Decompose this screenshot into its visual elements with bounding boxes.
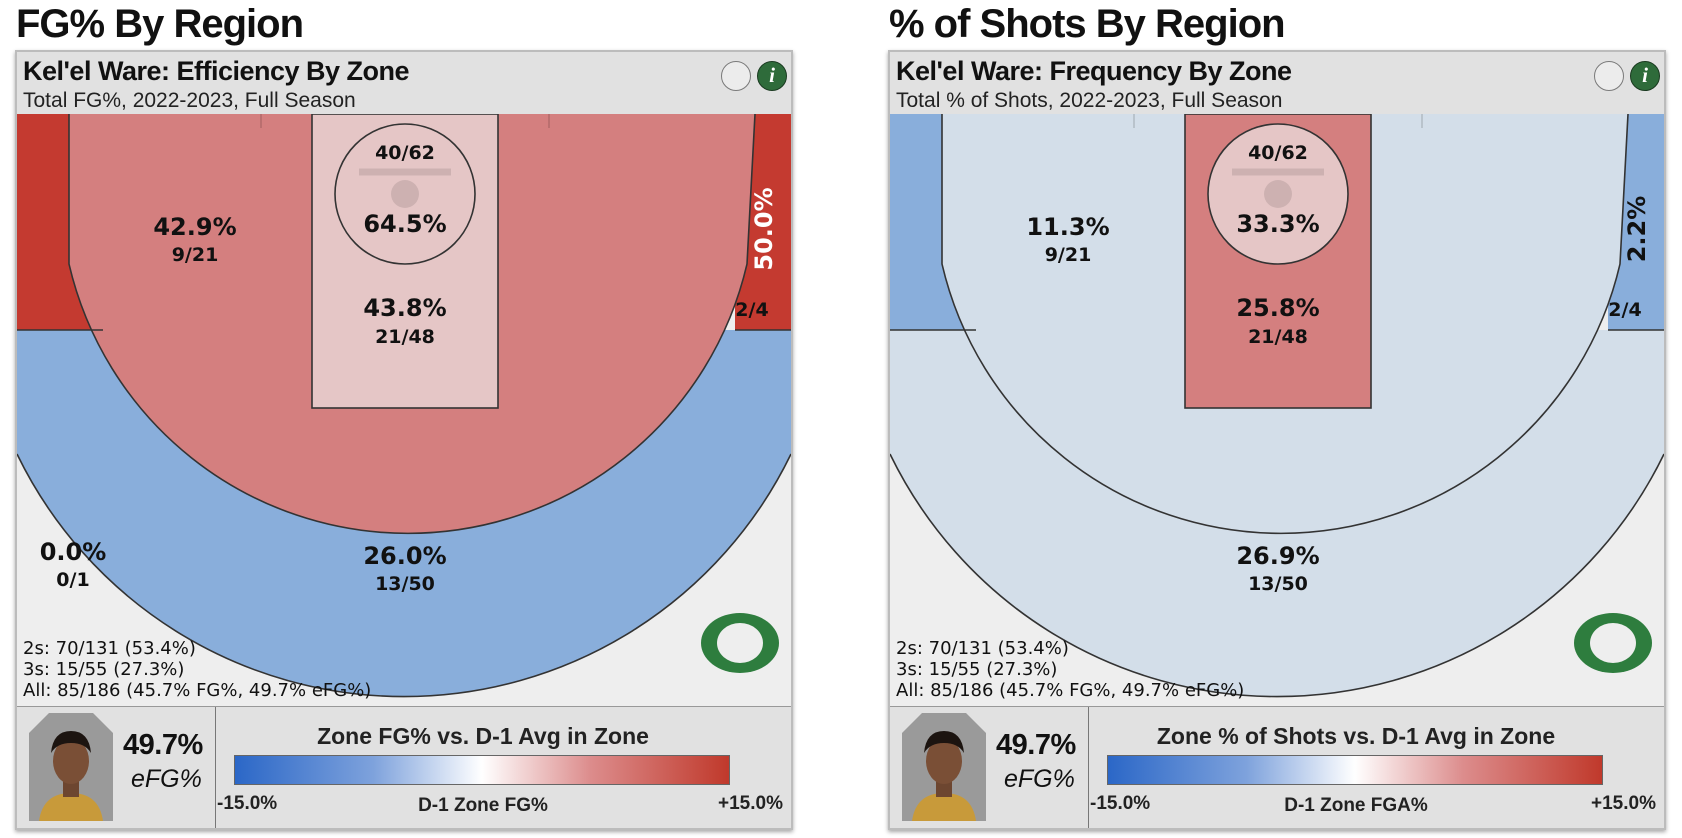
label-three-arc-count: 13/50: [1248, 573, 1308, 595]
efg-label: eFG%: [1004, 765, 1075, 793]
oregon-logo: [701, 613, 779, 673]
hoop-mark: [1264, 180, 1292, 208]
oregon-logo: [1574, 613, 1652, 673]
info-icon[interactable]: i: [757, 61, 787, 91]
heading-shots-by-region: % of Shots By Region: [889, 2, 1286, 46]
label-rim-pct: 33.3%: [1236, 210, 1319, 238]
legend-mid: D-1 Zone FG%: [418, 795, 548, 816]
label-paint-pct: 43.8%: [363, 294, 446, 322]
summary-all: All: 85/186 (45.7% FG%, 49.7% eFG%): [23, 680, 372, 701]
label-three-arc-pct: 26.0%: [363, 542, 446, 570]
court-line: [1207, 123, 1349, 265]
label-rim-count: 40/62: [1248, 142, 1308, 164]
player-avatar: [29, 713, 113, 821]
shot-chart-card-efficiency: Kel'el Ware: Efficiency By Zone Total FG…: [15, 50, 793, 830]
label-three-arc-count: 13/50: [375, 573, 435, 595]
label-paint-count: 21/48: [375, 326, 435, 348]
heading-fg-by-region: FG% By Region: [16, 2, 304, 46]
shot-summary: 2s: 70/131 (53.4%) 3s: 15/55 (27.3%) All…: [896, 638, 1244, 701]
label-midrange-count: 9/21: [172, 244, 219, 266]
label-three-arc-pct: 26.9%: [1236, 542, 1319, 570]
label-midrange-pct: 42.9%: [153, 213, 236, 241]
label-right-baseline-pct: 2.2%: [1623, 196, 1651, 263]
summary-twos: 2s: 70/131 (53.4%): [23, 638, 196, 659]
footer-divider: [1088, 707, 1089, 828]
legend-title: Zone % of Shots vs. D-1 Avg in Zone: [1156, 723, 1556, 749]
card-header: Kel'el Ware: Efficiency By Zone Total FG…: [17, 52, 791, 115]
efg-value: 49.7%: [123, 729, 203, 761]
shot-summary: 2s: 70/131 (53.4%) 3s: 15/55 (27.3%) All…: [23, 638, 371, 701]
label-corner-pct: 0.0%: [40, 538, 107, 566]
label-right-baseline-count: 2/4: [1608, 299, 1641, 321]
info-icon[interactable]: i: [1630, 61, 1660, 91]
card-title: Kel'el Ware: Efficiency By Zone: [23, 56, 410, 86]
label-right-baseline-count: 2/4: [735, 299, 768, 321]
card-footer: 49.7% eFG% Zone FG% vs. D-1 Avg in Zone …: [17, 706, 791, 828]
card-footer: 49.7% eFG% Zone % of Shots vs. D-1 Avg i…: [890, 706, 1664, 828]
court-line: [890, 453, 1664, 698]
efg-label: eFG%: [131, 765, 202, 793]
efg-value: 49.7%: [996, 729, 1076, 761]
player-avatar: [902, 713, 986, 821]
label-paint-count: 21/48: [1248, 326, 1308, 348]
court-line: [941, 114, 1629, 535]
legend-title: Zone FG% vs. D-1 Avg in Zone: [317, 723, 649, 749]
label-midrange-pct: 11.3%: [1026, 213, 1109, 241]
card-title: Kel'el Ware: Frequency By Zone: [896, 56, 1292, 86]
court-line: [1184, 114, 1372, 409]
legend-min: -15.0%: [217, 793, 278, 814]
summary-threes: 3s: 15/55 (27.3%): [23, 659, 185, 680]
color-scale-bar: [234, 755, 730, 785]
legend-min: -15.0%: [1090, 793, 1151, 814]
card-subtitle: Total FG%, 2022-2023, Full Season: [23, 89, 356, 112]
court-line: [311, 114, 499, 409]
label-rim-count: 40/62: [375, 142, 435, 164]
toggle-button[interactable]: [721, 61, 751, 91]
court-chart: 64.5% 40/62 43.8% 21/48 42.9% 9/21 2/4 2…: [17, 114, 791, 706]
zone-rim: [335, 124, 475, 264]
summary-all: All: 85/186 (45.7% FG%, 49.7% eFG%): [896, 680, 1245, 701]
court-line: [17, 453, 791, 698]
court-line: [68, 114, 756, 535]
toggle-button[interactable]: [1594, 61, 1624, 91]
summary-twos: 2s: 70/131 (53.4%): [896, 638, 1069, 659]
label-rim-pct: 64.5%: [363, 210, 446, 238]
footer-divider: [215, 707, 216, 828]
shot-chart-card-frequency: Kel'el Ware: Frequency By Zone Total % o…: [888, 50, 1666, 830]
legend-mid: D-1 Zone FGA%: [1284, 795, 1428, 816]
label-right-baseline-pct: 50.0%: [750, 187, 778, 270]
legend-max: +15.0%: [718, 793, 783, 814]
label-corner-count: 0/1: [56, 569, 89, 591]
card-subtitle: Total % of Shots, 2022-2023, Full Season: [896, 89, 1283, 112]
label-paint-pct: 25.8%: [1236, 294, 1319, 322]
summary-threes: 3s: 15/55 (27.3%): [896, 659, 1058, 680]
label-midrange-count: 9/21: [1045, 244, 1092, 266]
card-header: Kel'el Ware: Frequency By Zone Total % o…: [890, 52, 1664, 115]
color-scale-bar: [1107, 755, 1603, 785]
legend-max: +15.0%: [1591, 793, 1656, 814]
zone-rim: [1208, 124, 1348, 264]
hoop-mark: [391, 180, 419, 208]
court-chart: 33.3% 40/62 25.8% 21/48 11.3% 9/21 2/4 2…: [890, 114, 1664, 706]
court-line: [334, 123, 476, 265]
